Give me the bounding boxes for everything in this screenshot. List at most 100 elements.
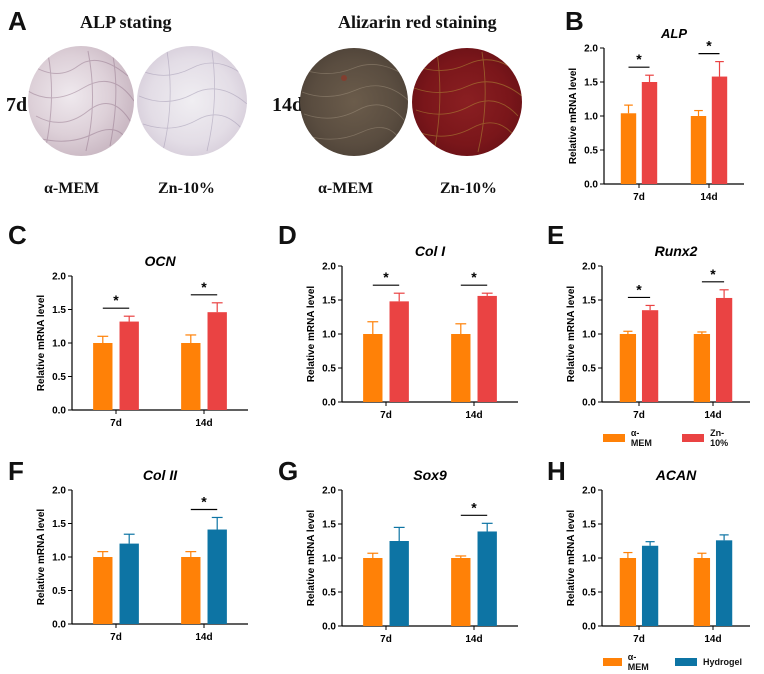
- bar: [119, 543, 139, 624]
- bar: [477, 295, 497, 402]
- chart-alp: ALP Relative mRNA level 0.0 0.5 1.0 1.5 2.0 7d *…: [568, 26, 744, 203]
- chart-ocn: OCN Relative mRNA level 0.0 0.5 1.0 1.5 2.0 7d *…: [36, 253, 248, 429]
- chart-runx2: Runx2 Relative mRNA level 0.0 0.5 1.0 1.5 2.0 7…: [566, 243, 750, 421]
- alizarin-zn-plate: [412, 48, 522, 156]
- bar: [93, 557, 113, 624]
- bar: [641, 310, 659, 402]
- y-tick-label: 0.0: [52, 406, 66, 417]
- legend-item: α-MEM: [603, 652, 653, 672]
- y-tick-label: 1.0: [582, 554, 596, 565]
- significance-star: *: [383, 269, 389, 285]
- bar: [451, 558, 471, 626]
- alp-control-plate: [28, 46, 134, 156]
- bar: [693, 334, 711, 402]
- y-axis-label: Relative mRNA level: [566, 510, 577, 607]
- y-tick-label: 1.5: [584, 78, 598, 89]
- bar: [93, 343, 113, 410]
- x-tick-label: 7d: [110, 418, 122, 429]
- y-axis-label: Relative mRNA level: [306, 286, 317, 383]
- significance-star: *: [201, 493, 207, 509]
- y-tick-label: 2.0: [584, 44, 598, 55]
- panel-letter-e: E: [547, 220, 565, 250]
- y-tick-label: 1.0: [52, 339, 66, 350]
- alizarin-control-label: α-MEM: [318, 180, 374, 197]
- alp-staining-title: ALP stating: [80, 12, 172, 32]
- significance-star: *: [636, 51, 642, 67]
- bar: [363, 558, 383, 626]
- significance-star: *: [636, 281, 642, 297]
- x-tick-label: 7d: [633, 192, 645, 203]
- legend-item: Zn-10%: [682, 428, 742, 448]
- panel-letter-a: A: [8, 6, 27, 36]
- alizarin-zn-label: Zn-10%: [440, 180, 497, 197]
- alizarin-day-label: 14d: [272, 94, 304, 116]
- legend-hydrogel: α-MEM Hydrogel: [603, 652, 764, 672]
- chart-col2: Col II Relative mRNA level 0.0 0.5 1.0 1.5 2.0…: [36, 467, 248, 643]
- bar: [363, 334, 383, 402]
- significance-star: *: [706, 38, 712, 54]
- significance-star: *: [201, 279, 207, 295]
- y-tick-label: 0.5: [52, 372, 66, 383]
- legend-swatch: [603, 434, 625, 442]
- y-tick-label: 0.5: [584, 146, 598, 157]
- legend-swatch: [682, 434, 705, 442]
- x-tick-label: 14d: [700, 192, 717, 203]
- legend-item: α-MEM: [603, 428, 660, 448]
- significance-star: *: [113, 292, 119, 308]
- y-tick-label: 0.5: [322, 364, 336, 375]
- legend-swatch: [674, 658, 697, 666]
- chart-title: ACAN: [655, 467, 697, 483]
- bar: [690, 116, 707, 184]
- chart-acan: ACAN Relative mRNA level 0.0 0.5 1.0 1.5 2.0 7d…: [566, 467, 750, 645]
- y-tick-label: 0.5: [582, 588, 596, 599]
- bar: [693, 558, 711, 626]
- y-tick-label: 1.0: [582, 330, 596, 341]
- bar: [641, 545, 659, 626]
- y-tick-label: 0.0: [322, 622, 336, 633]
- bar: [181, 343, 201, 410]
- legend-label: Hydrogel: [702, 657, 742, 667]
- y-tick-label: 1.0: [322, 330, 336, 341]
- x-tick-label: 14d: [704, 410, 721, 421]
- bar: [389, 301, 409, 402]
- legend-zn: α-MEM Zn-10%: [603, 428, 764, 448]
- bar: [119, 321, 139, 410]
- y-tick-label: 1.5: [322, 520, 336, 531]
- alp-control-label: α-MEM: [44, 180, 100, 197]
- y-tick-label: 1.0: [322, 554, 336, 565]
- alizarin-staining-title: Alizarin red staining: [338, 12, 497, 32]
- chart-title: Runx2: [655, 243, 698, 259]
- y-axis-label: Relative mRNA level: [306, 510, 317, 607]
- y-tick-label: 0.5: [322, 588, 336, 599]
- chart-title: Sox9: [413, 467, 447, 483]
- bar: [181, 557, 201, 624]
- panel-letter-f: F: [8, 456, 24, 486]
- chart-title: ALP: [660, 26, 687, 41]
- bar: [451, 334, 471, 402]
- bar: [711, 76, 728, 184]
- chart-title: Col II: [143, 467, 178, 483]
- bar: [207, 529, 227, 624]
- bar: [641, 82, 658, 184]
- panel-letter-g: G: [278, 456, 299, 486]
- y-tick-label: 0.0: [584, 180, 598, 191]
- legend-item: Hydrogel: [674, 657, 742, 667]
- y-tick-label: 0.5: [52, 586, 66, 597]
- x-tick-label: 14d: [465, 410, 482, 421]
- panel-letter-h: H: [547, 456, 566, 486]
- y-tick-label: 0.0: [582, 398, 596, 409]
- alp-day-label: 7d: [6, 94, 28, 116]
- y-tick-label: 0.0: [52, 620, 66, 631]
- x-tick-label: 14d: [704, 634, 721, 645]
- x-tick-label: 7d: [110, 632, 122, 643]
- y-tick-label: 1.5: [52, 519, 66, 530]
- alizarin-control-plate: [300, 48, 408, 156]
- x-tick-label: 7d: [633, 634, 645, 645]
- bar: [619, 558, 637, 626]
- y-tick-label: 0.0: [582, 622, 596, 633]
- y-tick-label: 2.0: [322, 262, 336, 273]
- chart-sox9: Sox9 Relative mRNA level 0.0 0.5 1.0 1.5 2.0 7d…: [306, 467, 518, 645]
- bar: [619, 334, 637, 402]
- y-tick-label: 1.5: [322, 296, 336, 307]
- panel-letter-d: D: [278, 220, 297, 250]
